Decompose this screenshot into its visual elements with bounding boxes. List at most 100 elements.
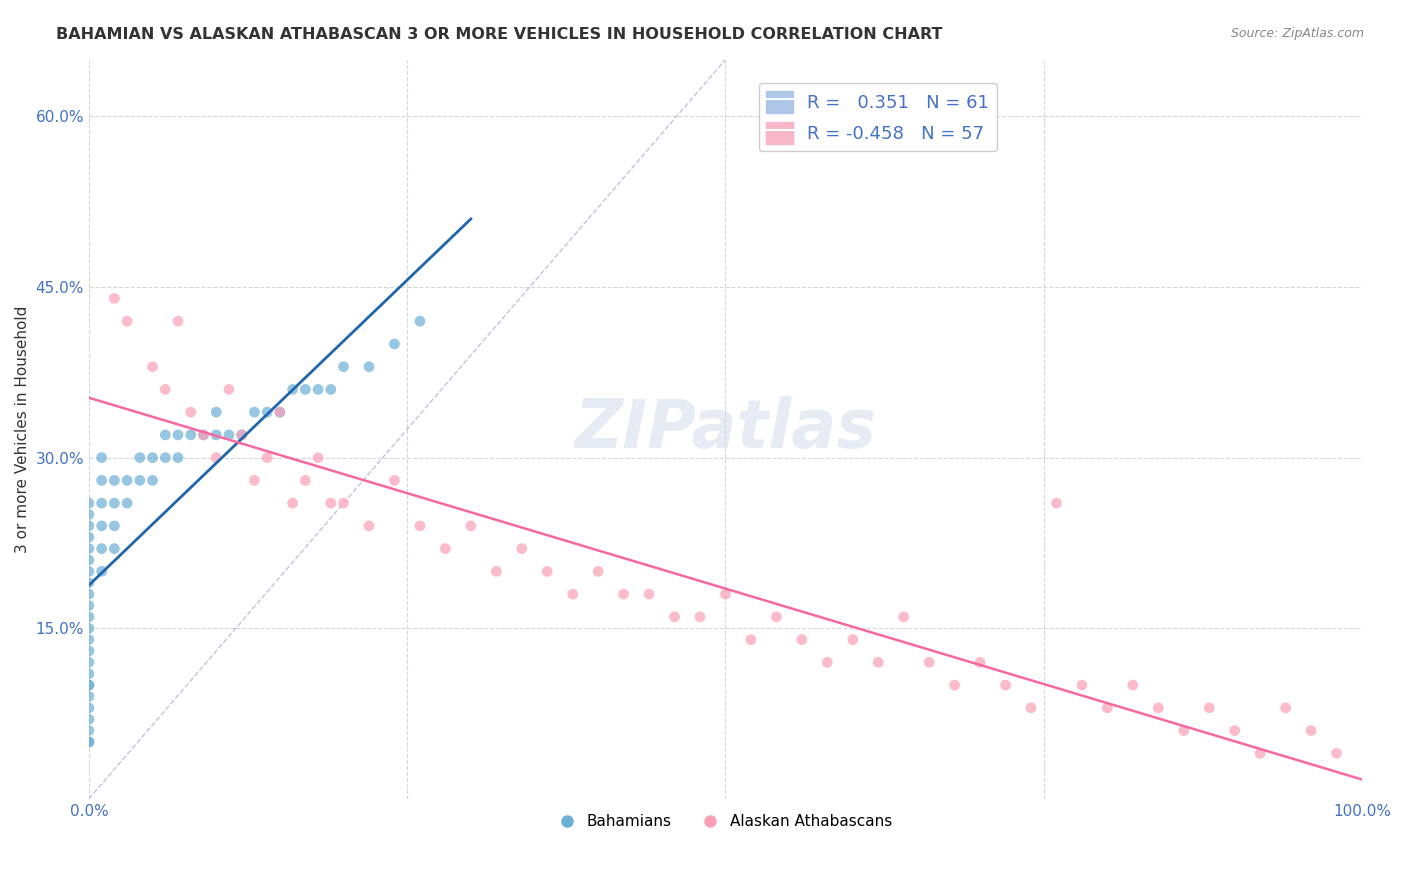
Point <box>218 383 240 397</box>
Text: Source: ZipAtlas.com: Source: ZipAtlas.com <box>1230 27 1364 40</box>
Point <box>918 656 941 670</box>
Point <box>218 428 240 442</box>
Point <box>142 359 165 374</box>
Point <box>510 541 533 556</box>
Y-axis label: 3 or more Vehicles in Household: 3 or more Vehicles in Household <box>15 306 30 553</box>
Point <box>319 383 342 397</box>
Point <box>115 314 138 328</box>
Point <box>332 359 354 374</box>
Point <box>77 678 100 692</box>
Point <box>90 519 112 533</box>
Point <box>90 450 112 465</box>
Point <box>893 610 915 624</box>
Point <box>409 314 432 328</box>
Point <box>790 632 813 647</box>
Point <box>561 587 583 601</box>
Point <box>638 587 661 601</box>
Point <box>167 314 190 328</box>
Point <box>1147 701 1170 715</box>
Point <box>77 656 100 670</box>
Point <box>193 428 215 442</box>
Point <box>409 519 432 533</box>
Text: BAHAMIAN VS ALASKAN ATHABASCAN 3 OR MORE VEHICLES IN HOUSEHOLD CORRELATION CHART: BAHAMIAN VS ALASKAN ATHABASCAN 3 OR MORE… <box>56 27 943 42</box>
Point <box>319 496 342 510</box>
Point <box>307 383 329 397</box>
Point <box>205 450 228 465</box>
Point <box>994 678 1017 692</box>
Point <box>142 450 165 465</box>
Point <box>384 337 406 351</box>
Point <box>281 496 304 510</box>
Point <box>307 450 329 465</box>
Point <box>77 723 100 738</box>
Point <box>115 496 138 510</box>
Point <box>180 428 202 442</box>
Point <box>77 690 100 704</box>
Point <box>294 383 316 397</box>
Point <box>77 644 100 658</box>
Point <box>77 575 100 590</box>
Point <box>1274 701 1296 715</box>
Point <box>155 383 177 397</box>
Point <box>613 587 636 601</box>
Point <box>77 565 100 579</box>
Point <box>103 519 125 533</box>
Point <box>231 428 253 442</box>
Point <box>281 383 304 397</box>
Point <box>357 359 380 374</box>
Point <box>243 405 266 419</box>
Point <box>384 474 406 488</box>
Point <box>1045 496 1067 510</box>
Point <box>256 450 278 465</box>
Point <box>77 587 100 601</box>
Point <box>842 632 865 647</box>
Point <box>103 541 125 556</box>
Text: ZIPatlas: ZIPatlas <box>575 396 876 462</box>
Point <box>77 496 100 510</box>
Point <box>180 405 202 419</box>
Point <box>332 496 354 510</box>
Point <box>77 610 100 624</box>
Point <box>1097 701 1119 715</box>
Point <box>77 701 100 715</box>
Point <box>765 610 787 624</box>
Point <box>90 496 112 510</box>
Point <box>1071 678 1094 692</box>
Point <box>1326 747 1348 761</box>
Point <box>868 656 890 670</box>
Point <box>1249 747 1271 761</box>
Point <box>142 474 165 488</box>
Point <box>77 621 100 635</box>
Point <box>103 496 125 510</box>
Point <box>77 553 100 567</box>
Point <box>1299 723 1322 738</box>
Point <box>269 405 291 419</box>
Point <box>714 587 737 601</box>
Point <box>115 474 138 488</box>
Point <box>231 428 253 442</box>
Point <box>1173 723 1195 738</box>
Point <box>205 428 228 442</box>
Point <box>243 474 266 488</box>
Point <box>689 610 711 624</box>
Point <box>155 450 177 465</box>
Point <box>1019 701 1042 715</box>
Point <box>357 519 380 533</box>
Point <box>294 474 316 488</box>
Legend: Bahamians, Alaskan Athabascans: Bahamians, Alaskan Athabascans <box>553 808 898 836</box>
Point <box>536 565 558 579</box>
Point <box>103 292 125 306</box>
Point <box>943 678 966 692</box>
Point <box>167 450 190 465</box>
Point <box>77 508 100 522</box>
Point <box>77 678 100 692</box>
Point <box>128 474 150 488</box>
Point <box>128 450 150 465</box>
Point <box>740 632 762 647</box>
Point <box>77 632 100 647</box>
Point <box>460 519 482 533</box>
Point <box>1198 701 1220 715</box>
Point <box>77 541 100 556</box>
Point <box>77 666 100 681</box>
Point <box>90 565 112 579</box>
